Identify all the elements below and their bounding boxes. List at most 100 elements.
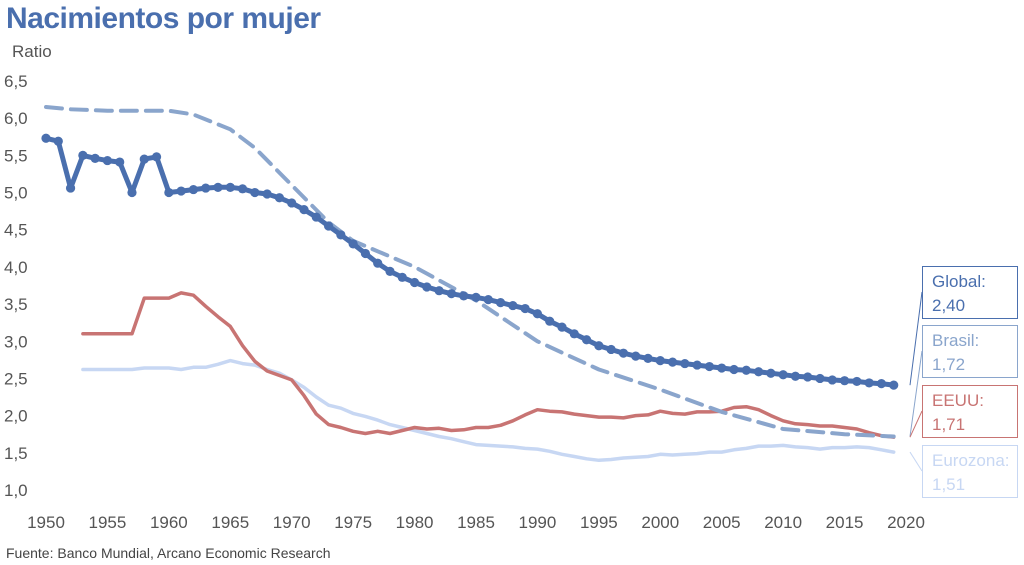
series-point-global xyxy=(299,205,309,215)
series-point-global xyxy=(164,187,174,198)
x-tick-label: 1980 xyxy=(396,513,434,532)
y-axis-label: Ratio xyxy=(12,42,52,61)
series-point-global xyxy=(606,344,616,355)
series-point-global xyxy=(262,189,272,199)
series-point-global xyxy=(471,292,481,302)
y-tick-label: 1,0 xyxy=(4,481,28,500)
series-point-global xyxy=(336,230,346,240)
callout-global-value: 2,40 xyxy=(932,296,966,315)
x-tick-label: 2020 xyxy=(887,513,925,532)
y-tick-label: 6,0 xyxy=(4,109,28,128)
series-point-global xyxy=(729,364,739,375)
series-point-global xyxy=(618,348,629,358)
x-tick-label: 1965 xyxy=(211,513,249,532)
series-point-global xyxy=(176,186,186,196)
series-point-global xyxy=(495,298,506,308)
series-point-global xyxy=(790,371,801,381)
series-point-global xyxy=(545,316,555,326)
x-tick-label: 1990 xyxy=(519,513,557,532)
series-point-global xyxy=(201,183,211,193)
series-point-global xyxy=(889,380,899,390)
series-point-global xyxy=(287,198,297,208)
callout-brasil-value: 1,72 xyxy=(932,355,966,374)
series-point-global xyxy=(753,367,764,377)
series-point-global xyxy=(373,258,383,268)
series-point-global xyxy=(532,309,543,319)
series-point-global xyxy=(717,363,727,373)
series-point-global xyxy=(422,282,432,292)
series-point-global xyxy=(864,378,874,388)
series-point-global xyxy=(41,133,51,143)
series-point-global xyxy=(90,153,100,163)
series-point-global xyxy=(581,335,592,345)
y-tick-label: 3,0 xyxy=(4,332,28,351)
series-line-eurozona xyxy=(81,358,896,463)
x-tick-label: 1985 xyxy=(457,513,495,532)
series-point-global xyxy=(385,266,395,276)
line-chart: 6,5 6,0 5,5 5,0 4,5 4,0 3,5 3,0 2,5 2,0 1,5 1,0 1950… xyxy=(4,72,925,532)
callout-leader-eeuu xyxy=(909,410,923,438)
series-point-global xyxy=(741,365,751,375)
series-point-global xyxy=(434,286,444,296)
callout-eeuu-name: EEUU: xyxy=(932,391,984,410)
y-tick-label: 1,5 xyxy=(4,444,28,463)
y-tick-label: 6,5 xyxy=(4,72,28,91)
y-tick-label: 2,0 xyxy=(4,407,28,426)
callout-eurozona: Eurozona: 1,51 xyxy=(922,445,1018,498)
y-tick-label: 3,5 xyxy=(4,295,28,314)
series-point-global xyxy=(213,182,223,192)
series-point-global xyxy=(139,154,149,164)
callout-leader-global xyxy=(909,291,923,386)
y-tick-label: 5,5 xyxy=(4,146,28,165)
series-point-global xyxy=(397,272,407,282)
x-tick-label: 1970 xyxy=(273,513,311,532)
callout-eurozona-name: Eurozona: xyxy=(932,451,1010,470)
y-tick-label: 4,0 xyxy=(4,258,28,277)
x-tick-label: 1950 xyxy=(27,513,65,532)
series-point-global xyxy=(483,295,493,305)
series-point-global xyxy=(409,277,420,288)
series-point-global xyxy=(115,157,125,167)
x-tick-label: 2015 xyxy=(826,513,864,532)
x-tick-label: 1955 xyxy=(89,513,127,532)
y-tick-label: 4,5 xyxy=(4,221,28,240)
series-point-global xyxy=(78,150,88,160)
series-point-global xyxy=(766,368,776,378)
y-tick-label: 5,0 xyxy=(4,184,28,203)
series-point-global xyxy=(274,193,285,203)
series-point-global xyxy=(839,376,850,386)
callout-global-name: Global: xyxy=(932,272,986,291)
x-tick-label: 2000 xyxy=(641,513,679,532)
series-line-global xyxy=(43,135,897,388)
series-point-global xyxy=(631,351,641,361)
series-point-global xyxy=(520,303,530,314)
series-point-global xyxy=(594,341,604,351)
x-tick-label: 1975 xyxy=(334,513,372,532)
series-point-global xyxy=(459,291,469,301)
series-point-global xyxy=(311,212,321,222)
series-point-global xyxy=(323,221,334,231)
callout-eurozona-value: 1,51 xyxy=(932,475,966,494)
series-line-brasil xyxy=(44,105,896,439)
callout-brasil: Brasil: 1,72 xyxy=(922,325,1018,378)
series-point-global xyxy=(151,152,162,162)
callout-brasil-name: Brasil: xyxy=(932,331,980,350)
series-point-global xyxy=(692,360,702,370)
x-tick-label: 2010 xyxy=(764,513,802,532)
callout-global: Global: 2,40 xyxy=(922,266,1018,319)
series-point-global xyxy=(655,356,665,366)
series-point-global xyxy=(188,184,199,195)
series-point-global xyxy=(667,357,678,367)
callout-leader-brasil xyxy=(909,350,923,437)
series-point-global xyxy=(852,376,862,387)
callout-eeuu: EEUU: 1,71 xyxy=(922,385,1018,438)
series-point-global xyxy=(680,358,690,369)
x-tick-label: 1960 xyxy=(150,513,188,532)
series-point-global xyxy=(237,184,248,194)
callout-leader-eurozona xyxy=(909,451,923,472)
series-point-global xyxy=(65,183,76,193)
x-tick-label: 2005 xyxy=(703,513,741,532)
series-point-global xyxy=(508,300,518,311)
chart-title: Nacimientos por mujer xyxy=(6,2,321,35)
source-note: Fuente: Banco Mundial, Arcano Economic R… xyxy=(6,545,331,561)
